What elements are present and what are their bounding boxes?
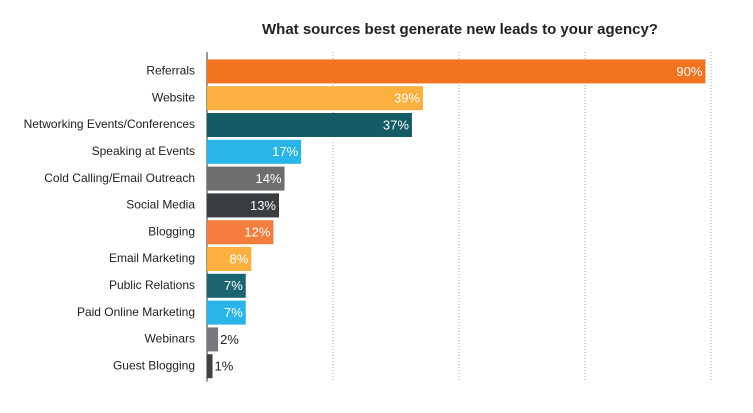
y-tick-label: Guest Blogging [113, 358, 195, 372]
value-label: 37% [383, 117, 409, 132]
value-label: 1% [215, 359, 234, 374]
value-label: 39% [394, 91, 420, 106]
y-tick-label: Networking Events/Conferences [24, 117, 195, 131]
bar [207, 193, 279, 218]
bar [207, 354, 213, 379]
bar [207, 220, 274, 245]
value-label: 7% [224, 278, 243, 293]
y-tick-label: Blogging [148, 224, 195, 238]
y-tick-label: Webinars [145, 332, 195, 346]
value-label: 17% [272, 144, 298, 159]
bar [207, 139, 302, 164]
y-tick-label: Public Relations [109, 278, 195, 292]
y-tick-label: Email Marketing [109, 251, 195, 265]
bar [207, 59, 706, 84]
bar [207, 247, 252, 271]
bar [207, 300, 246, 325]
value-label: 14% [256, 171, 282, 186]
y-tick-label: Referrals [146, 64, 195, 78]
bar [207, 86, 423, 111]
value-label: 12% [244, 225, 270, 240]
y-tick-label: Speaking at Events [92, 144, 195, 158]
value-label: 90% [676, 64, 702, 79]
bar [207, 113, 412, 137]
bar [207, 166, 285, 191]
y-tick-label: Paid Online Marketing [77, 305, 195, 319]
bar [207, 327, 219, 352]
y-tick-label: Website [152, 90, 195, 104]
value-label: 7% [224, 305, 243, 320]
value-label: 8% [230, 251, 249, 266]
value-label: 13% [250, 198, 276, 213]
chart-title: What sources best generate new leads to … [262, 21, 658, 38]
y-tick-label: Cold Calling/Email Outreach [44, 171, 195, 185]
bar [207, 273, 246, 298]
y-tick-label: Social Media [126, 198, 195, 212]
value-label: 2% [220, 332, 239, 347]
